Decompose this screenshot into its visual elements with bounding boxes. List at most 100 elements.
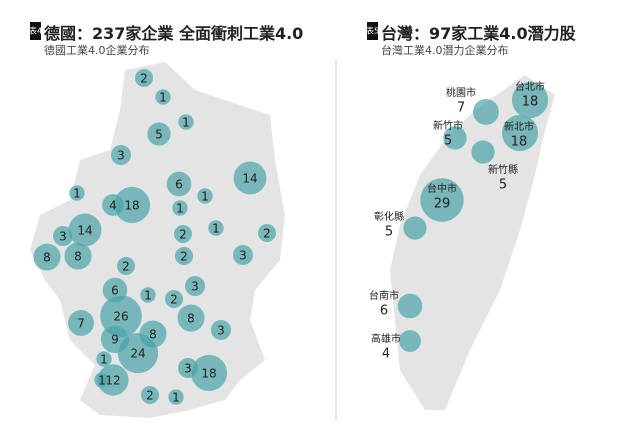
- bubble-label: 3: [59, 230, 67, 244]
- bubble: [64, 242, 92, 270]
- bubble: [113, 186, 151, 224]
- region-count: 4: [382, 347, 390, 362]
- bubble: [155, 89, 171, 105]
- bubble-label: 8: [187, 312, 195, 326]
- bubble-label: 7: [77, 317, 85, 331]
- bubble-label: 6: [175, 178, 183, 192]
- bubble: [140, 287, 156, 303]
- bubble-label: 1: [144, 289, 152, 303]
- region-count: 18: [511, 135, 528, 150]
- bubble-label: 3: [117, 149, 125, 163]
- bubble: [116, 256, 136, 276]
- bubble: [173, 224, 193, 244]
- bubble: [168, 389, 184, 405]
- bubble-label: 14: [242, 172, 257, 186]
- bubble: [233, 161, 267, 195]
- tag: 表4: [29, 26, 42, 36]
- bubble: [140, 385, 160, 405]
- region-count: 29: [434, 197, 451, 212]
- bubble: [257, 223, 277, 243]
- bubble-label: 3: [191, 280, 199, 294]
- bubble: [174, 246, 194, 266]
- bubble: [184, 275, 206, 297]
- bubble: [210, 319, 232, 341]
- region-name: 新竹縣: [488, 163, 518, 176]
- region-name: 台中市: [427, 182, 457, 195]
- region-name: 彰化縣: [374, 210, 404, 223]
- bubble-label: 3: [239, 249, 247, 263]
- region-name: 新竹市: [433, 119, 463, 132]
- region-name: 台南市: [369, 289, 399, 302]
- subtitle: 德國工業4.0企業分布: [44, 43, 150, 57]
- bubble: [96, 351, 112, 367]
- bubble: [178, 114, 194, 130]
- bubble: [177, 304, 205, 332]
- region-name: 新北市: [504, 120, 534, 133]
- bubble-label: 2: [170, 293, 178, 307]
- region-name: 台北市: [515, 80, 545, 93]
- bubble: [511, 81, 549, 119]
- bubble-label: 14: [77, 224, 92, 238]
- taiwan-map: [390, 75, 555, 410]
- bubble: [164, 289, 184, 309]
- bubble: [197, 188, 213, 204]
- title: 德國：237家企業 全面衝刺工業4.0: [44, 24, 303, 43]
- bubble: [69, 185, 85, 201]
- bubble-label: 24: [130, 347, 145, 361]
- bubble-label: 1: [212, 222, 220, 236]
- bubble: [473, 99, 499, 125]
- bubble: [399, 330, 421, 352]
- tag-box: [367, 22, 378, 40]
- bubble: [68, 310, 94, 336]
- bubble-label: 26: [113, 310, 128, 324]
- tag-box: [30, 22, 41, 40]
- bubble: [471, 140, 495, 164]
- bubble: [397, 293, 423, 319]
- region-count: 6: [380, 304, 388, 319]
- bubble: [94, 372, 110, 388]
- bubble-label: 8: [43, 251, 51, 265]
- bubble-label: 1: [201, 190, 209, 204]
- bubble: [420, 178, 464, 222]
- bubble: [190, 354, 228, 392]
- subtitle: 台灣工業4.0潛力企業分布: [381, 43, 509, 57]
- region-name: 桃園市: [446, 86, 476, 99]
- bubble-label: 18: [201, 367, 216, 381]
- bubble-label: 8: [149, 328, 157, 342]
- bubble: [117, 332, 159, 374]
- bubble-label: 9: [111, 333, 119, 347]
- bubble-label: 2: [140, 72, 148, 86]
- bubble-label: 8: [74, 250, 82, 264]
- bubble-label: 5: [155, 128, 163, 142]
- bubble-label: 1: [100, 353, 108, 367]
- region-count: 18: [522, 95, 539, 110]
- bubble-label: 2: [263, 227, 271, 241]
- region-count: 7: [457, 101, 465, 116]
- bubble-label: 1: [159, 91, 167, 105]
- region-count: 5: [385, 225, 393, 240]
- bubble: [403, 216, 427, 240]
- bubble-label: 1: [73, 187, 81, 201]
- bubble-label: 2: [179, 228, 187, 242]
- bubble: [52, 225, 74, 247]
- bubble-label: 2: [180, 250, 188, 264]
- bubble: [172, 200, 188, 216]
- bubble-label: 3: [184, 362, 192, 376]
- bubble-label: 3: [217, 324, 225, 338]
- bubble-label: 4: [109, 199, 117, 213]
- bubble-label: 12: [105, 374, 120, 388]
- bubble: [443, 126, 467, 150]
- region-count: 5: [499, 178, 507, 193]
- bubble-label: 1: [172, 391, 180, 405]
- bubble-label: 1: [98, 374, 106, 388]
- bubble-label: 2: [122, 260, 130, 274]
- bubble: [33, 243, 61, 271]
- bubble: [208, 220, 224, 236]
- tag: 表5: [366, 26, 379, 36]
- bubble: [147, 122, 171, 146]
- region-name: 高雄市: [371, 332, 401, 345]
- bubble-label: 1: [176, 202, 184, 216]
- bubble: [166, 171, 192, 197]
- title: 台灣：97家工業4.0潛力股: [381, 24, 577, 43]
